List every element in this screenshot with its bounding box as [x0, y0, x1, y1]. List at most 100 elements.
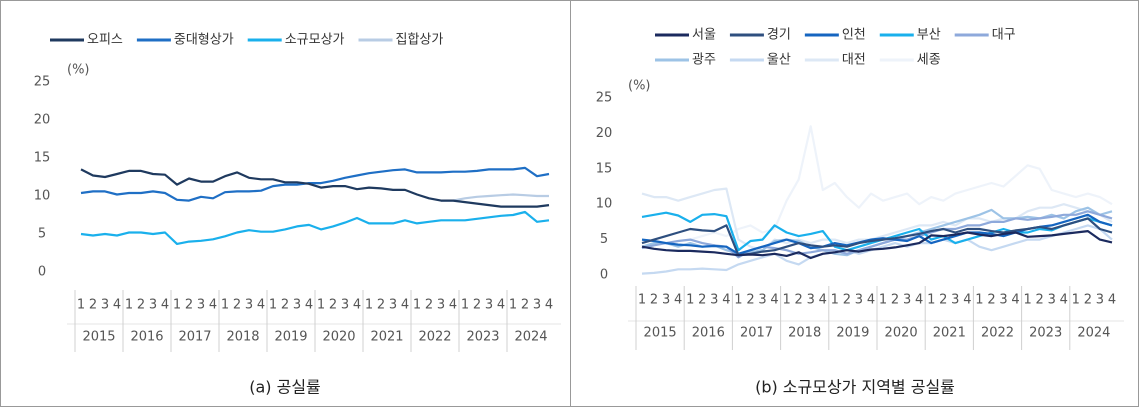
x-tick-label: 2 — [521, 298, 529, 313]
x-tick-label: 1 — [77, 298, 85, 313]
legend-label: 중대형상가 — [174, 33, 234, 48]
x-group-label: 2019 — [274, 330, 307, 345]
x-group-label: 2018 — [788, 326, 821, 341]
x-tick-label: 3 — [903, 293, 911, 308]
x-group-label: 2019 — [836, 326, 869, 341]
y-tick-label: 5 — [38, 227, 46, 242]
legend-label: 서울 — [692, 28, 716, 43]
x-tick-label: 2 — [89, 298, 97, 313]
y-axis-unit: (%) — [628, 79, 651, 94]
x-tick-label: 3 — [1048, 293, 1056, 308]
x-tick-label: 2 — [891, 293, 899, 308]
x-tick-label: 4 — [674, 293, 682, 308]
x-tick-label: 1 — [831, 293, 839, 308]
legend-label: 울산 — [767, 53, 791, 68]
x-tick-label: 4 — [963, 293, 971, 308]
x-tick-label: 2 — [795, 293, 803, 308]
x-tick-label: 3 — [101, 298, 109, 313]
x-tick-label: 1 — [686, 293, 694, 308]
series-line — [80, 168, 550, 208]
x-group-label: 2015 — [644, 326, 677, 341]
x-tick-label: 2 — [1084, 293, 1092, 308]
legend-label: 집합상가 — [396, 33, 444, 48]
series-line — [80, 166, 550, 202]
x-group-label: 2022 — [981, 326, 1014, 341]
x-tick-label: 3 — [999, 293, 1007, 308]
x-tick-label: 2 — [281, 298, 289, 313]
x-group-label: 2016 — [130, 330, 163, 345]
x-tick-label: 4 — [401, 298, 409, 313]
y-tick-label: 0 — [600, 268, 608, 283]
x-tick-label: 1 — [927, 293, 935, 308]
x-tick-label: 4 — [545, 298, 553, 313]
x-tick-label: 3 — [245, 298, 253, 313]
x-group-label: 2022 — [418, 330, 451, 345]
x-tick-label: 2 — [425, 298, 433, 313]
x-tick-label: 4 — [113, 298, 121, 313]
x-tick-label: 1 — [782, 293, 790, 308]
x-tick-label: 1 — [1072, 293, 1080, 308]
x-tick-label: 1 — [317, 298, 325, 313]
y-tick-label: 10 — [34, 189, 51, 204]
x-tick-label: 4 — [915, 293, 923, 308]
series-line — [641, 217, 1113, 257]
x-tick-label: 4 — [722, 293, 730, 308]
caption: (b) 소규모상가 지역별 공실률 — [755, 378, 955, 397]
x-group-label: 2018 — [226, 330, 259, 345]
x-tick-label: 3 — [758, 293, 766, 308]
x-tick-label: 3 — [293, 298, 301, 313]
x-tick-label: 3 — [710, 293, 718, 308]
x-tick-label: 4 — [305, 298, 313, 313]
x-tick-label: 1 — [413, 298, 421, 313]
x-tick-label: 3 — [485, 298, 493, 313]
x-tick-label: 3 — [197, 298, 205, 313]
x-tick-label: 2 — [329, 298, 337, 313]
series-line — [80, 210, 550, 245]
x-group-label: 2017 — [178, 330, 211, 345]
series-line — [441, 193, 549, 202]
y-tick-label: 20 — [596, 126, 613, 141]
x-group-label: 2017 — [740, 326, 773, 341]
x-tick-label: 2 — [650, 293, 658, 308]
x-tick-label: 2 — [473, 298, 481, 313]
y-tick-label: 10 — [596, 197, 613, 212]
legend-label: 광주 — [692, 53, 716, 68]
x-tick-label: 1 — [509, 298, 517, 313]
x-tick-label: 1 — [221, 298, 229, 313]
series-line — [641, 230, 1113, 260]
x-tick-label: 2 — [843, 293, 851, 308]
series-line — [641, 210, 1113, 259]
x-tick-label: 4 — [1108, 293, 1116, 308]
y-tick-label: 25 — [34, 75, 51, 90]
x-group-label: 2015 — [82, 330, 115, 345]
x-group-label: 2023 — [1029, 326, 1062, 341]
series-line — [689, 125, 1113, 241]
x-tick-label: 1 — [734, 293, 742, 308]
x-tick-label: 1 — [975, 293, 983, 308]
x-tick-label: 1 — [638, 293, 646, 308]
x-tick-label: 1 — [125, 298, 133, 313]
x-tick-label: 4 — [209, 298, 217, 313]
x-tick-label: 3 — [951, 293, 959, 308]
x-tick-label: 3 — [1096, 293, 1104, 308]
x-tick-label: 1 — [879, 293, 887, 308]
x-group-label: 2024 — [1077, 326, 1110, 341]
legend-label: 오피스 — [87, 33, 123, 48]
legend-label: 대전 — [842, 53, 866, 68]
x-tick-label: 4 — [1060, 293, 1068, 308]
x-tick-label: 1 — [461, 298, 469, 313]
x-tick-label: 4 — [161, 298, 169, 313]
x-tick-label: 3 — [807, 293, 815, 308]
x-tick-label: 2 — [137, 298, 145, 313]
x-group-label: 2020 — [885, 326, 918, 341]
x-tick-label: 4 — [449, 298, 457, 313]
x-tick-label: 1 — [173, 298, 181, 313]
x-tick-label: 4 — [819, 293, 827, 308]
x-group-label: 2016 — [692, 326, 725, 341]
y-tick-label: 25 — [596, 91, 613, 106]
legend-label: 인천 — [842, 28, 866, 43]
caption: (a) 공실률 — [249, 378, 321, 397]
x-tick-label: 2 — [185, 298, 193, 313]
legend-label: 소규모상가 — [285, 33, 345, 48]
